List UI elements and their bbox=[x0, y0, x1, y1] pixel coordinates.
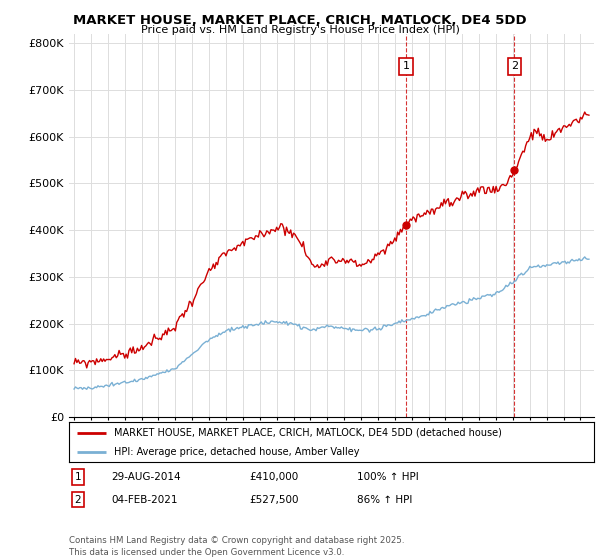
Text: 2: 2 bbox=[74, 494, 82, 505]
Text: 29-AUG-2014: 29-AUG-2014 bbox=[111, 472, 181, 482]
Text: 04-FEB-2021: 04-FEB-2021 bbox=[111, 494, 178, 505]
Text: Contains HM Land Registry data © Crown copyright and database right 2025.
This d: Contains HM Land Registry data © Crown c… bbox=[69, 536, 404, 557]
Text: 2: 2 bbox=[511, 61, 518, 71]
Text: MARKET HOUSE, MARKET PLACE, CRICH, MATLOCK, DE4 5DD (detached house): MARKET HOUSE, MARKET PLACE, CRICH, MATLO… bbox=[113, 428, 502, 438]
Text: 1: 1 bbox=[74, 472, 82, 482]
Text: £527,500: £527,500 bbox=[249, 494, 299, 505]
Text: MARKET HOUSE, MARKET PLACE, CRICH, MATLOCK, DE4 5DD: MARKET HOUSE, MARKET PLACE, CRICH, MATLO… bbox=[73, 14, 527, 27]
Text: 100% ↑ HPI: 100% ↑ HPI bbox=[357, 472, 419, 482]
Text: HPI: Average price, detached house, Amber Valley: HPI: Average price, detached house, Ambe… bbox=[113, 447, 359, 457]
Text: Price paid vs. HM Land Registry's House Price Index (HPI): Price paid vs. HM Land Registry's House … bbox=[140, 25, 460, 35]
Text: 86% ↑ HPI: 86% ↑ HPI bbox=[357, 494, 412, 505]
Text: £410,000: £410,000 bbox=[249, 472, 298, 482]
Text: 1: 1 bbox=[403, 61, 409, 71]
